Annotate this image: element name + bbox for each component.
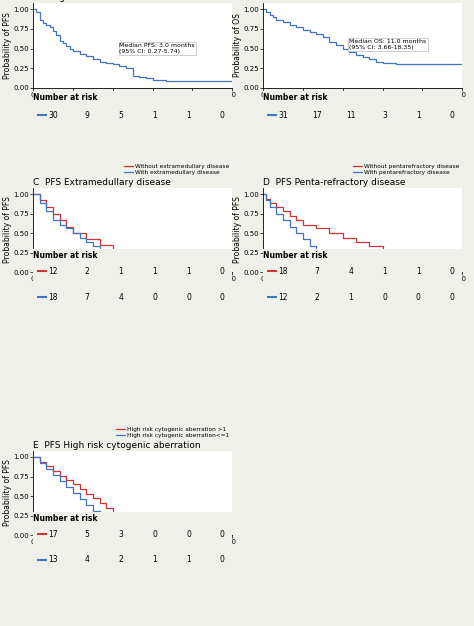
Text: 13: 13 — [48, 555, 58, 565]
Text: 0: 0 — [450, 267, 455, 276]
Legend: High risk cytogenic aberration >1, High risk cytogenic aberration<=1: High risk cytogenic aberration >1, High … — [116, 426, 229, 438]
Text: 31: 31 — [278, 111, 288, 120]
Text: 17: 17 — [48, 530, 58, 539]
Text: 1: 1 — [152, 555, 157, 565]
Text: 0: 0 — [220, 267, 225, 276]
Y-axis label: Probability of PFS: Probability of PFS — [233, 197, 242, 264]
X-axis label: Time in Months: Time in Months — [103, 546, 162, 556]
Text: p = 0.026: p = 0.026 — [273, 262, 308, 267]
Text: 0: 0 — [152, 530, 157, 539]
Text: 1: 1 — [118, 267, 123, 276]
Text: 0: 0 — [416, 292, 421, 302]
Text: 2: 2 — [118, 555, 123, 565]
Text: 1: 1 — [186, 267, 191, 276]
Text: 0: 0 — [220, 555, 225, 565]
Text: C  PFS Extramedullary disease: C PFS Extramedullary disease — [33, 178, 171, 187]
Text: 4: 4 — [84, 555, 90, 565]
Y-axis label: Probability of PFS: Probability of PFS — [3, 12, 12, 79]
Legend: Without extramedullary disease, With extramedullary disease: Without extramedullary disease, With ext… — [124, 163, 229, 175]
Legend: Without pentarefractory disease, With pentarefractory disease: Without pentarefractory disease, With pe… — [353, 163, 459, 175]
Text: 2: 2 — [314, 292, 319, 302]
Text: D  PFS Penta-refractory disease: D PFS Penta-refractory disease — [263, 178, 406, 187]
Text: 1: 1 — [382, 267, 387, 276]
Text: 4: 4 — [118, 292, 123, 302]
Text: A  Progression free survival: A Progression free survival — [33, 0, 157, 3]
Text: Median PFS: 3.0 months
(95% CI: 0.27-5.74): Median PFS: 3.0 months (95% CI: 0.27-5.7… — [119, 43, 195, 54]
Text: 12: 12 — [48, 267, 58, 276]
Text: 0: 0 — [152, 292, 157, 302]
Text: 1: 1 — [152, 267, 157, 276]
Text: 18: 18 — [48, 292, 58, 302]
Text: 9: 9 — [84, 111, 90, 120]
Text: Number at risk: Number at risk — [33, 93, 98, 101]
Text: 0: 0 — [220, 292, 225, 302]
Text: 1: 1 — [416, 111, 421, 120]
Text: 4: 4 — [348, 267, 353, 276]
Text: 30: 30 — [48, 111, 58, 120]
Text: 7: 7 — [314, 267, 319, 276]
Text: 2: 2 — [84, 267, 89, 276]
Text: 11: 11 — [346, 111, 356, 120]
Text: 0: 0 — [186, 292, 191, 302]
Text: p = 0.83: p = 0.83 — [43, 262, 73, 267]
Text: 12: 12 — [278, 292, 288, 302]
Text: 7: 7 — [84, 292, 90, 302]
Text: p = 0.97: p = 0.97 — [43, 525, 73, 530]
Text: Number at risk: Number at risk — [33, 251, 98, 260]
Y-axis label: Probability of OS: Probability of OS — [233, 13, 242, 78]
Text: B  Overall survival: B Overall survival — [263, 0, 346, 3]
Text: 1: 1 — [186, 111, 191, 120]
Text: E  PFS High risk cytogenic aberration: E PFS High risk cytogenic aberration — [33, 441, 201, 450]
Text: Number at risk: Number at risk — [263, 251, 328, 260]
Text: 17: 17 — [312, 111, 322, 120]
X-axis label: Time in Months: Time in Months — [333, 99, 392, 108]
Text: 1: 1 — [416, 267, 421, 276]
Text: 3: 3 — [382, 111, 387, 120]
Text: 1: 1 — [348, 292, 353, 302]
X-axis label: Time in Months: Time in Months — [333, 284, 392, 293]
Text: Number at risk: Number at risk — [263, 93, 328, 101]
Y-axis label: Probability of PFS: Probability of PFS — [3, 197, 12, 264]
Text: 0: 0 — [220, 530, 225, 539]
Text: 18: 18 — [278, 267, 288, 276]
Text: 1: 1 — [152, 111, 157, 120]
Y-axis label: Probability of PFS: Probability of PFS — [3, 459, 12, 526]
Text: 0: 0 — [220, 111, 225, 120]
Text: 5: 5 — [84, 530, 90, 539]
Text: Number at risk: Number at risk — [33, 514, 98, 523]
Text: 0: 0 — [450, 111, 455, 120]
Text: 3: 3 — [118, 530, 123, 539]
Text: 0: 0 — [186, 530, 191, 539]
Text: 0: 0 — [450, 292, 455, 302]
Text: 5: 5 — [118, 111, 123, 120]
X-axis label: Time in Months: Time in Months — [103, 284, 162, 293]
X-axis label: Time in Months: Time in Months — [103, 99, 162, 108]
Text: 1: 1 — [186, 555, 191, 565]
Text: 0: 0 — [382, 292, 387, 302]
Text: Median OS: 11.0 months
(95% CI: 3.66-18.35): Median OS: 11.0 months (95% CI: 3.66-18.… — [349, 39, 427, 50]
